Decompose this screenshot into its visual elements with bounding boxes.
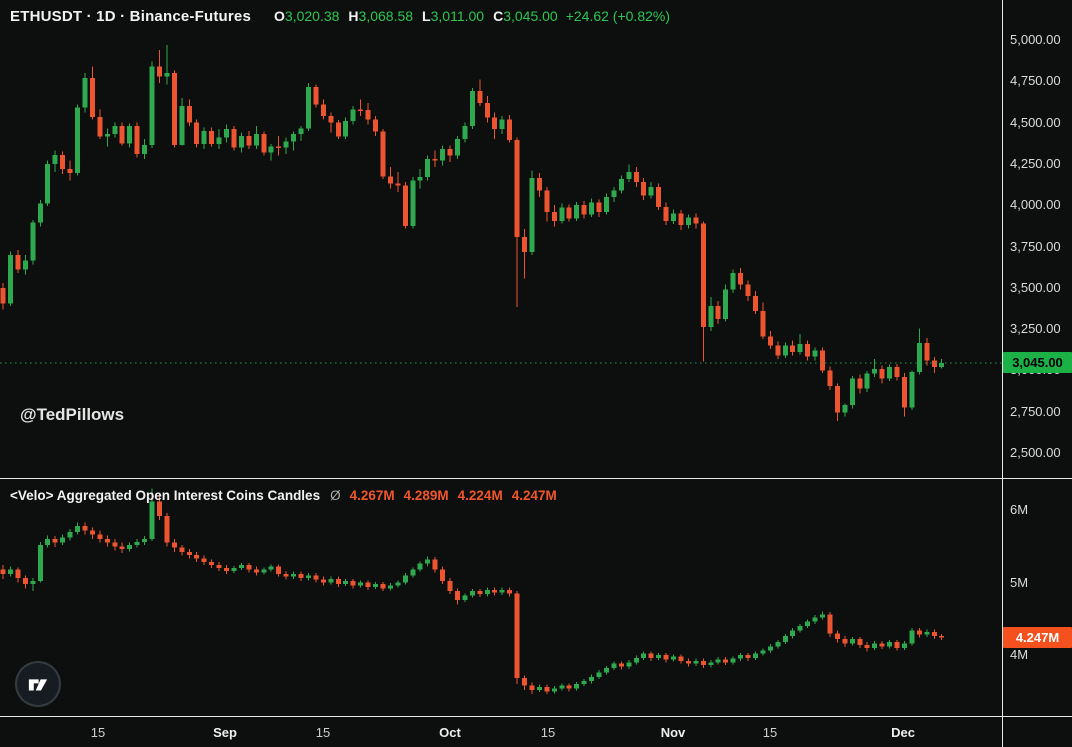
price-axis-tick: 4,250.00 (1010, 156, 1061, 171)
oi-axis-tick: 4M (1010, 647, 1029, 662)
last-price-label: 3,045.00 (1003, 352, 1072, 373)
tradingview-logo[interactable] (15, 661, 61, 707)
price-axis-tick: 3,500.00 (1010, 280, 1061, 295)
change-value: +24.62 (+0.82%) (565, 8, 670, 24)
indicator-legend[interactable]: <Velo> Aggregated Open Interest Coins Ca… (10, 488, 557, 503)
price-axis-tick: 3,750.00 (1010, 239, 1061, 254)
indicator-high-value: 4.289M (403, 488, 449, 503)
oi-axis-tick: 6M (1010, 502, 1029, 517)
price-axis-tick: 3,250.00 (1010, 321, 1061, 336)
time-axis-tick: 15 (540, 725, 556, 740)
open-value: 3,020.38 (284, 8, 340, 24)
high-value: 3,068.58 (358, 8, 414, 24)
close-value: 3,045.00 (503, 8, 558, 24)
indicator-low-value: 4.224M (457, 488, 503, 503)
time-axis-separator (0, 716, 1072, 717)
indicator-title[interactable]: <Velo> Aggregated Open Interest Coins Ca… (10, 488, 321, 503)
time-axis-tick: Sep (213, 725, 237, 740)
chart-legend[interactable]: ETHUSDT · 1D · Binance-Futures O3,020.38 H… (10, 8, 670, 25)
low-value: 3,011.00 (430, 8, 485, 24)
low-label: L (422, 8, 431, 24)
indicator-close-value: 4.247M (511, 488, 557, 503)
indicator-avg-symbol: Ø (330, 488, 341, 503)
high-label: H (348, 8, 359, 24)
open-label: O (274, 8, 285, 24)
close-label: C (493, 8, 504, 24)
indicator-open-value: 4.267M (349, 488, 395, 503)
time-axis-tick: 15 (90, 725, 106, 740)
time-axis-tick: Dec (891, 725, 915, 740)
oi-last-value-label: 4.247M (1003, 627, 1072, 648)
panel-separator[interactable] (0, 478, 1072, 479)
price-axis-tick: 4,000.00 (1010, 197, 1061, 212)
price-axis-tick: 2,500.00 (1010, 445, 1061, 460)
oi-axis-tick: 5M (1010, 575, 1029, 590)
price-axis-tick: 4,500.00 (1010, 115, 1061, 130)
ohlc-values: O3,020.38 H3,068.58 L3,011.00 C3,045.00 +24.… (265, 8, 670, 24)
time-axis-tick: 15 (315, 725, 331, 740)
tradingview-logo-glyph (28, 679, 48, 691)
price-axis-tick: 5,000.00 (1010, 32, 1061, 47)
time-axis-tick: Oct (439, 725, 461, 740)
time-axis-tick: Nov (660, 725, 686, 740)
time-axis-tick: 15 (762, 725, 778, 740)
symbol-title[interactable]: ETHUSDT · 1D · Binance-Futures (10, 8, 252, 25)
price-axis-separator (1002, 0, 1003, 747)
price-axis-tick: 4,750.00 (1010, 73, 1061, 88)
watermark: @TedPillows (20, 405, 125, 424)
time-axis[interactable]: 15 Sep 15 Oct 15 Nov 15 Dec (0, 717, 1002, 747)
price-axis-tick: 2,750.00 (1010, 404, 1061, 419)
